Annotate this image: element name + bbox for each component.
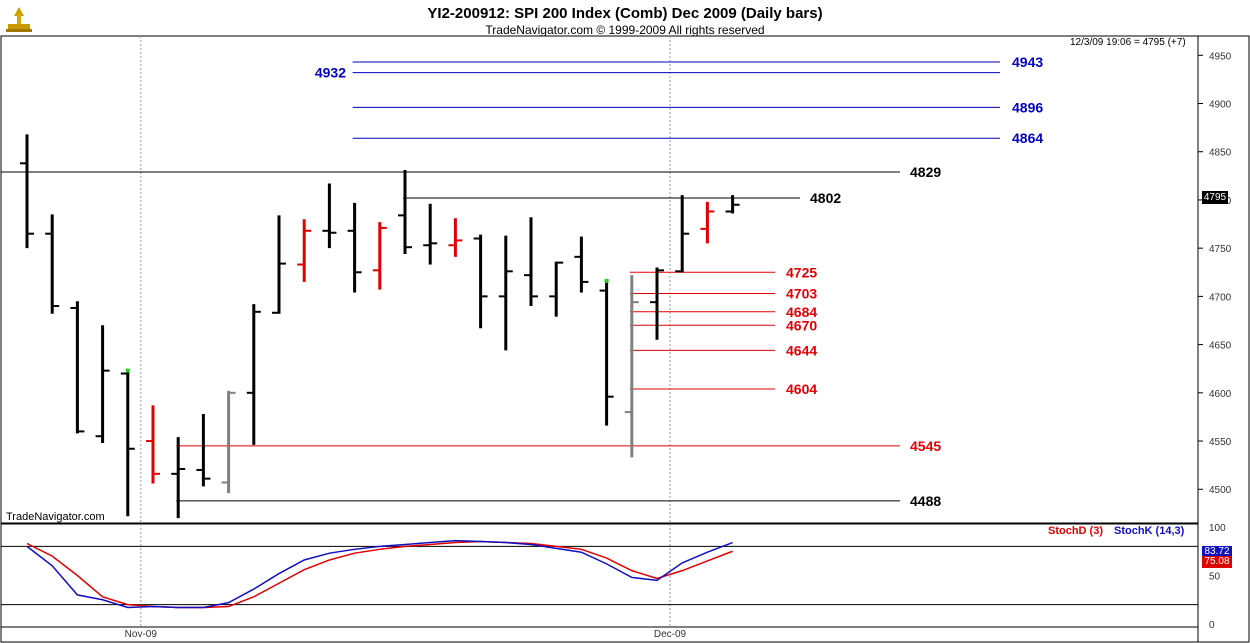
stoch-axis-label: 0 [1209,620,1215,631]
yaxis-strip [1197,35,1250,643]
stoch-axis-label: 100 [1209,523,1226,534]
level-label: 4932 [315,65,346,81]
level-label: 4725 [786,264,817,280]
level-label: 4829 [910,164,941,180]
level-label: 4802 [810,190,841,206]
stochastic-indicator [1,539,1198,609]
yaxis-tick-label: 4900 [1209,100,1232,111]
yaxis-tick-label: 4650 [1209,341,1232,352]
level-label: 4864 [1012,130,1043,146]
stochk-line [26,539,733,609]
stochd-value-badge: 75.08 [1202,556,1232,568]
watermark-text: TradeNavigator.com [6,511,105,523]
stochk-legend: StochK (14,3) [1114,525,1185,537]
xaxis-label: Nov-09 [125,629,158,640]
yaxis-tick-label: 4550 [1209,437,1232,448]
yaxis-tick-label: 4700 [1209,292,1232,303]
last-price-badge: 4795 [1202,191,1228,204]
yaxis-tick-label: 4850 [1209,148,1232,159]
level-label: 4670 [786,317,817,333]
month-grid [140,36,671,627]
level-label: 4644 [786,342,817,358]
stochd-line [26,540,733,609]
xaxis-strip [0,626,1199,643]
signal-marker [125,368,130,373]
ohlc-bars [20,134,740,519]
level-label: 4545 [910,438,941,454]
indicator-panel-frame [0,523,1199,628]
price-levels: 4943 4932 4896 4864 4829 4802 4725 4703 46844670… [1,54,1043,509]
stochd-legend: StochD (3) [1048,525,1103,537]
level-label: 4488 [910,493,941,509]
level-label: 4684 [786,304,817,320]
tradenavigator-logo-icon [6,7,32,32]
signal-marker [604,278,609,283]
copyright-text: TradeNavigator.com © 1999-2009 All right… [485,23,765,37]
stochk-value-badge: 83.72 [1202,546,1232,558]
yaxis-tick-label: 4500 [1209,485,1232,496]
yaxis-tick-label: 4600 [1209,389,1232,400]
level-label: 4896 [1012,99,1043,115]
yaxis-tick-label: 4950 [1209,51,1232,62]
chart-title: YI2-200912: SPI 200 Index (Comb) Dec 200… [427,5,823,22]
level-label: 4943 [1012,54,1043,70]
date-axis: Nov-09 Dec-09 [125,629,687,640]
yaxis-tick-label: 4750 [1209,244,1232,255]
stoch-axis-label: 50 [1209,572,1221,583]
xaxis-label: Dec-09 [654,629,687,640]
level-label: 4703 [786,285,817,301]
price-panel-frame [0,35,1199,524]
last-quote-text: 12/3/09 19:06 = 4795 (+7) [1070,37,1186,48]
level-label: 4604 [786,381,817,397]
